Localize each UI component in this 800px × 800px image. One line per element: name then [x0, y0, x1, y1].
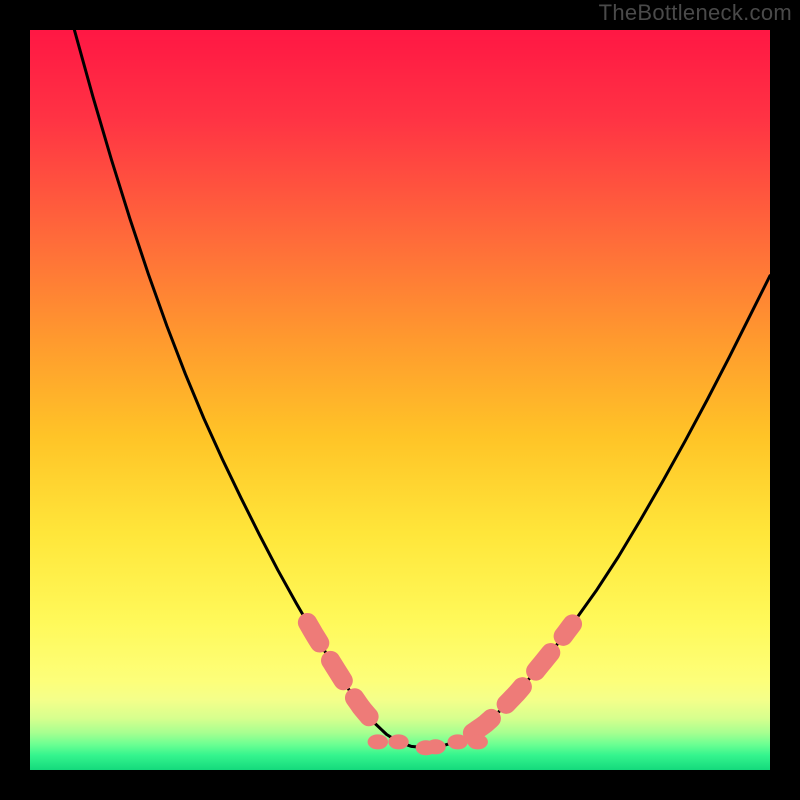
bottom-marker-1: [388, 734, 408, 749]
attribution-text: TheBottleneck.com: [599, 0, 792, 26]
bottom-marker-4: [448, 734, 468, 749]
bottom-marker-0: [368, 734, 388, 749]
chart-root: TheBottleneck.com: [0, 0, 800, 800]
bottom-marker-5: [467, 734, 487, 749]
chart-svg: [0, 0, 800, 800]
bottom-marker-3: [425, 739, 445, 754]
plot-background-gradient: [30, 30, 770, 770]
